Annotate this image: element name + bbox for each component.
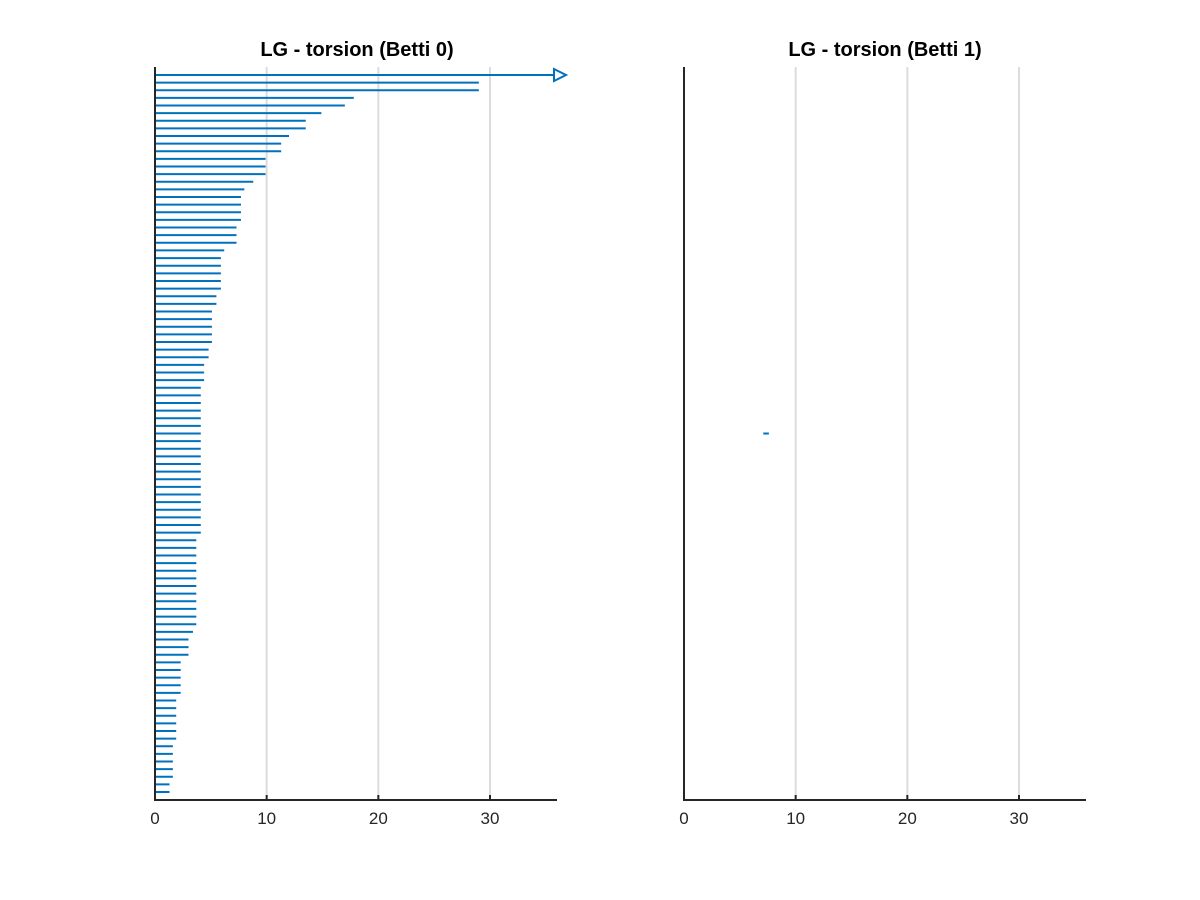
betti-0-bars: [155, 67, 569, 793]
x-tick-label: 10: [257, 809, 276, 828]
betti-1-title: LG - torsion (Betti 1): [788, 39, 981, 61]
betti-1-x-ticks: 0 10 20 30: [679, 795, 1028, 828]
betti-0-title: LG - torsion (Betti 0): [260, 39, 453, 61]
betti-0-gridlines: [265, 67, 491, 800]
betti-0-x-ticks: 0 10 20 30: [150, 795, 499, 828]
x-tick-label: 30: [481, 809, 500, 828]
x-tick-label: 0: [679, 809, 688, 828]
infinite-arrow-icon: [553, 67, 569, 83]
x-tick-label: 10: [786, 809, 805, 828]
betti-1-gridlines: [794, 67, 1020, 800]
betti-0-axes: [154, 67, 557, 801]
betti-1-panel: LG - torsion (Betti 1) 0 10 20 30: [679, 39, 1086, 828]
betti-0-panel: LG - torsion (Betti 0) 0 10 20 30: [150, 39, 569, 828]
x-tick-label: 20: [898, 809, 917, 828]
betti-1-axes: [683, 67, 1086, 801]
x-tick-label: 0: [150, 809, 159, 828]
x-tick-label: 20: [369, 809, 388, 828]
x-tick-label: 30: [1010, 809, 1029, 828]
